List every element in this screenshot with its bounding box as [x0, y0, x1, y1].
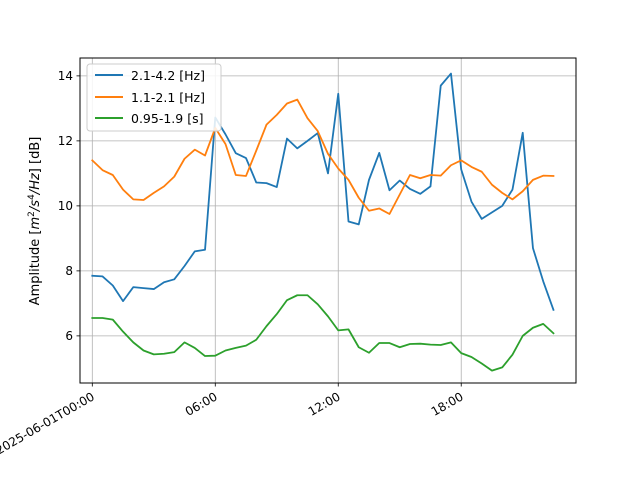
legend-label-1: 2.1-4.2 [Hz] [131, 68, 205, 83]
y-tick-label: 14 [58, 69, 73, 83]
plot-frame [79, 57, 577, 384]
y-tick-label: 10 [58, 199, 73, 213]
legend-label-3: 0.95-1.9 [s] [131, 111, 203, 126]
y-tick-label: 6 [65, 329, 73, 343]
y-axis-label: Amplitude [m2/s4/Hz] [dB] [27, 137, 43, 306]
y-tick-label: 12 [58, 134, 73, 148]
y-tick-label: 8 [65, 264, 73, 278]
legend: 2.1-4.2 [Hz] 1.1-2.1 [Hz] 0.95-1.9 [s] [86, 63, 222, 132]
legend-label-2: 1.1-2.1 [Hz] [131, 90, 205, 105]
series-line-1-1-2-1-hz [91, 98, 555, 215]
legend-box [86, 63, 222, 132]
series-line-0-95-1-9-s [91, 294, 555, 372]
series-lines [91, 72, 555, 372]
series-line-2-1-4-2-hz [91, 72, 555, 312]
gridlines [80, 58, 576, 383]
